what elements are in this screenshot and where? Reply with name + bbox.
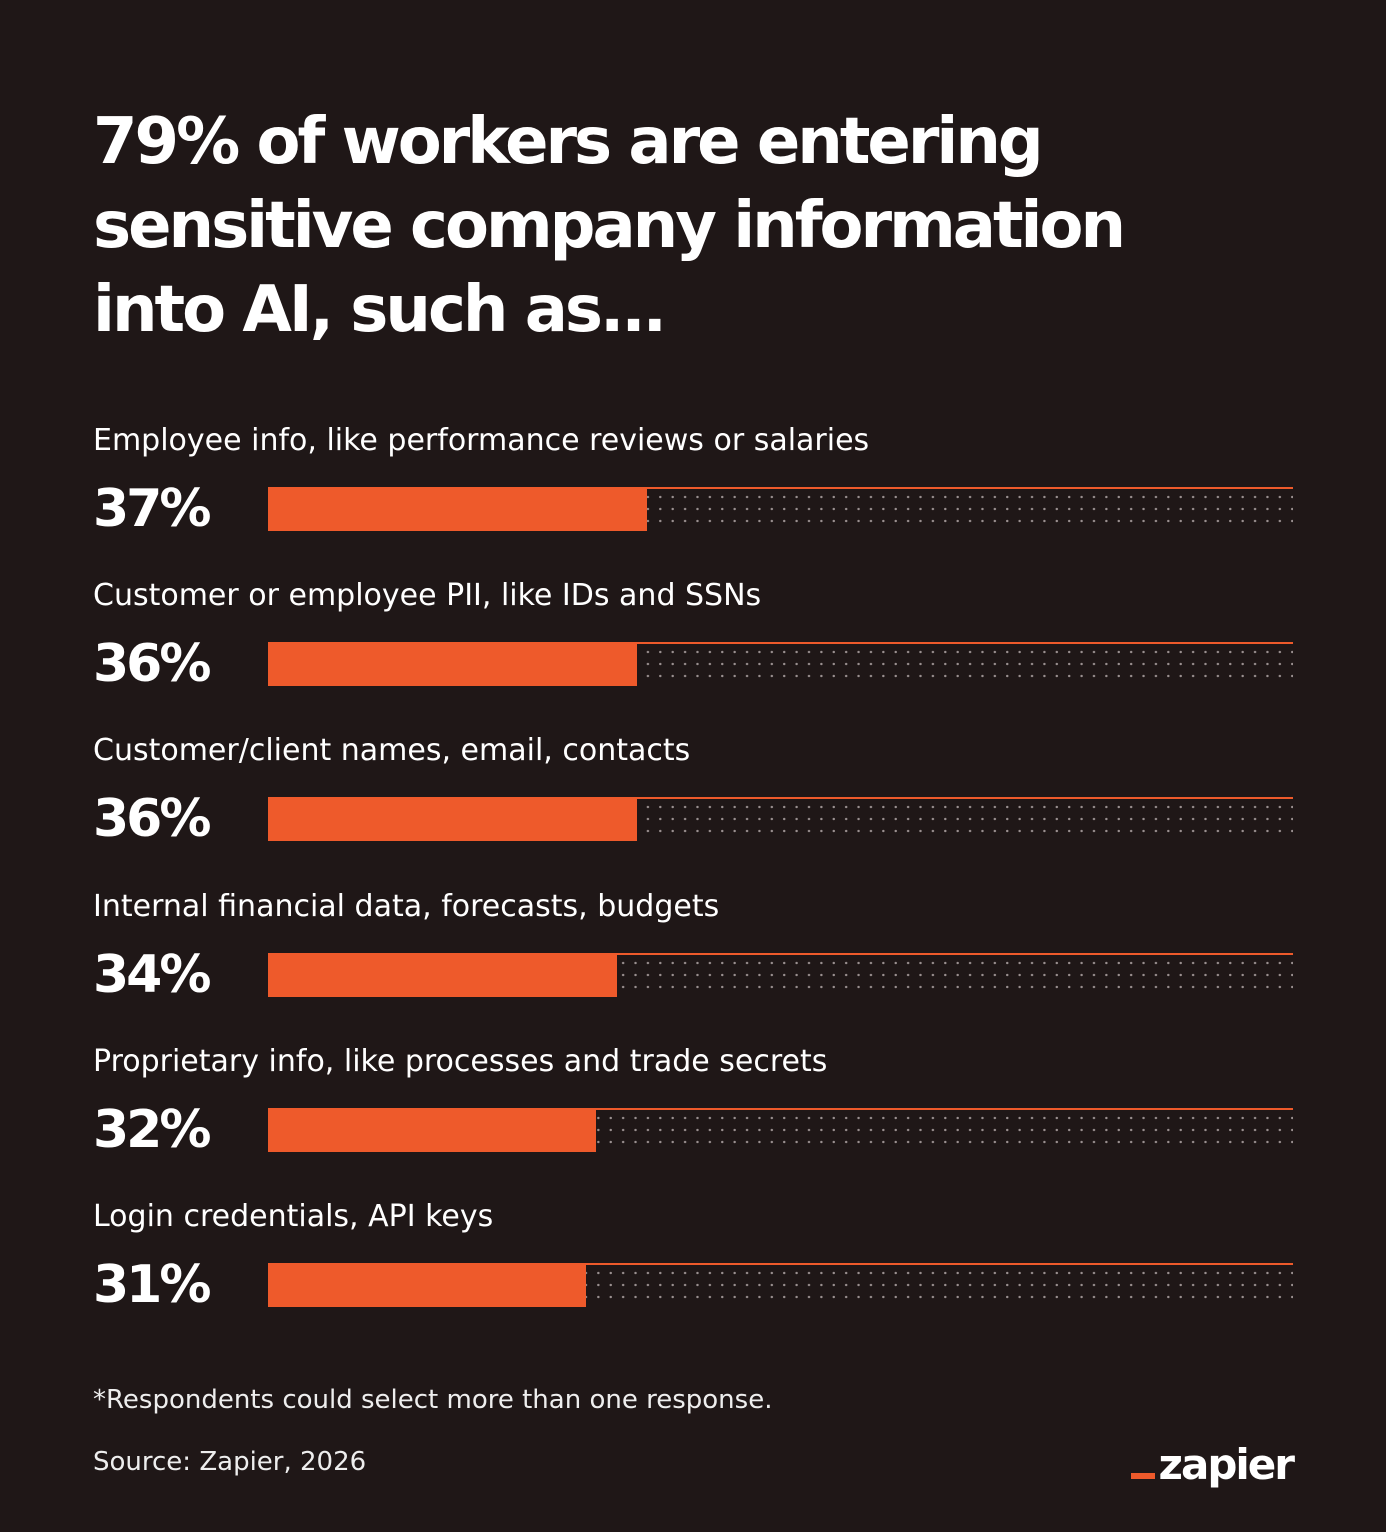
value-label: 34%: [93, 944, 211, 1005]
logo-text: zapier: [1158, 1440, 1295, 1489]
value-label: 32%: [93, 1099, 211, 1160]
bar: [268, 642, 637, 687]
logo: zapier: [1130, 1440, 1295, 1489]
value-label: 36%: [93, 634, 211, 695]
logo-mark: [1130, 1473, 1155, 1479]
value-label: 31%: [93, 1255, 211, 1315]
bar: [268, 952, 617, 997]
value-label: 37%: [93, 479, 211, 539]
bar: [268, 487, 648, 531]
category-label: Employee info, like performance reviews …: [93, 423, 870, 458]
bar: [268, 797, 637, 842]
category-label: Internal financial data, forecasts, budg…: [93, 888, 720, 924]
category-label: Customer/client names, email, contacts: [93, 733, 691, 769]
source: Source: Zapier, 2026: [93, 1447, 367, 1477]
value-label: 36%: [93, 789, 211, 850]
bar: [268, 1263, 586, 1307]
bar: [268, 1107, 596, 1152]
category-label: Customer or employee PII, like IDs and S…: [93, 578, 762, 614]
category-label: Login credentials, API keys: [93, 1199, 494, 1234]
note: *Respondents could select more than one …: [93, 1385, 773, 1415]
chart-title: 79% of workers are entering sensitive co…: [93, 105, 1126, 347]
category-label: Proprietary info, like processes and tra…: [93, 1043, 828, 1079]
